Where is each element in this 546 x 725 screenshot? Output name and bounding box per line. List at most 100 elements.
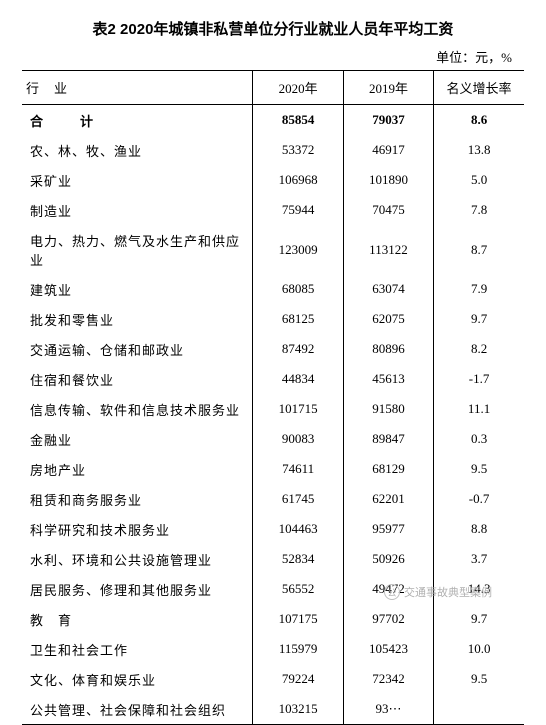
row-growth: 10.0 <box>434 634 524 664</box>
total-label: 合 计 <box>22 105 253 136</box>
unit-label: 单位：元，% <box>22 47 524 66</box>
row-growth: 7.8 <box>434 195 524 225</box>
table-row: 租赁和商务服务业6174562201-0.7 <box>22 484 524 514</box>
row-growth: 11.1 <box>434 394 524 424</box>
watermark: 公 交通事故典型案例 <box>384 584 492 600</box>
row-growth: -1.7 <box>434 364 524 394</box>
row-growth: 9.7 <box>434 604 524 634</box>
row-2019: 50926 <box>343 544 433 574</box>
row-2020: 79224 <box>253 664 343 694</box>
row-2019: 101890 <box>343 165 433 195</box>
table-row: 信息传输、软件和信息技术服务业1017159158011.1 <box>22 394 524 424</box>
table-row: 水利、环境和公共设施管理业52834509263.7 <box>22 544 524 574</box>
row-growth: 5.0 <box>434 165 524 195</box>
row-growth: 8.7 <box>434 225 524 274</box>
row-label: 建筑业 <box>22 274 253 304</box>
total-row: 合 计 85854 79037 8.6 <box>22 105 524 136</box>
table-row: 房地产业74611681299.5 <box>22 454 524 484</box>
table-row: 电力、热力、燃气及水生产和供应业1230091131228.7 <box>22 225 524 274</box>
total-2019: 79037 <box>343 105 433 136</box>
row-2019: 93⋯ <box>343 694 433 725</box>
table-row: 教 育107175977029.7 <box>22 604 524 634</box>
row-growth: 9.5 <box>434 454 524 484</box>
row-2020: 115979 <box>253 634 343 664</box>
row-label: 居民服务、修理和其他服务业 <box>22 574 253 604</box>
wage-table: 行 业 2020年 2019年 名义增长率 合 计 85854 79037 8.… <box>22 70 524 725</box>
total-growth: 8.6 <box>434 105 524 136</box>
row-label: 农、林、牧、渔业 <box>22 135 253 165</box>
table-row: 住宿和餐饮业4483445613-1.7 <box>22 364 524 394</box>
row-2019: 70475 <box>343 195 433 225</box>
table-row: 文化、体育和娱乐业79224723429.5 <box>22 664 524 694</box>
row-2020: 87492 <box>253 334 343 364</box>
table-row: 金融业90083898470.3 <box>22 424 524 454</box>
row-2020: 74611 <box>253 454 343 484</box>
table-row: 公共管理、社会保障和社会组织10321593⋯ <box>22 694 524 725</box>
row-2019: 45613 <box>343 364 433 394</box>
row-2020: 44834 <box>253 364 343 394</box>
row-2019: 63074 <box>343 274 433 304</box>
row-growth: 3.7 <box>434 544 524 574</box>
row-label: 教 育 <box>22 604 253 634</box>
row-label: 采矿业 <box>22 165 253 195</box>
table-row: 科学研究和技术服务业104463959778.8 <box>22 514 524 544</box>
row-growth: 8.2 <box>434 334 524 364</box>
row-2019: 113122 <box>343 225 433 274</box>
table-row: 制造业75944704757.8 <box>22 195 524 225</box>
row-label: 房地产业 <box>22 454 253 484</box>
row-label: 文化、体育和娱乐业 <box>22 664 253 694</box>
row-2019: 105423 <box>343 634 433 664</box>
header-row: 行 业 2020年 2019年 名义增长率 <box>22 71 524 105</box>
watermark-text: 交通事故典型案例 <box>404 584 492 600</box>
row-2020: 53372 <box>253 135 343 165</box>
row-label: 制造业 <box>22 195 253 225</box>
row-label: 公共管理、社会保障和社会组织 <box>22 694 253 725</box>
row-2020: 103215 <box>253 694 343 725</box>
row-growth <box>434 694 524 725</box>
row-label: 电力、热力、燃气及水生产和供应业 <box>22 225 253 274</box>
header-industry: 行 业 <box>22 71 253 105</box>
row-growth: 9.5 <box>434 664 524 694</box>
row-label: 金融业 <box>22 424 253 454</box>
row-label: 批发和零售业 <box>22 304 253 334</box>
row-growth: 8.8 <box>434 514 524 544</box>
row-growth: 9.7 <box>434 304 524 334</box>
table-row: 建筑业68085630747.9 <box>22 274 524 304</box>
row-2020: 75944 <box>253 195 343 225</box>
row-2020: 101715 <box>253 394 343 424</box>
row-growth: 0.3 <box>434 424 524 454</box>
total-2020: 85854 <box>253 105 343 136</box>
row-2019: 72342 <box>343 664 433 694</box>
row-2019: 68129 <box>343 454 433 484</box>
row-2019: 62201 <box>343 484 433 514</box>
row-label: 水利、环境和公共设施管理业 <box>22 544 253 574</box>
row-label: 科学研究和技术服务业 <box>22 514 253 544</box>
row-2019: 89847 <box>343 424 433 454</box>
row-2019: 97702 <box>343 604 433 634</box>
table-row: 卫生和社会工作11597910542310.0 <box>22 634 524 664</box>
row-2020: 68085 <box>253 274 343 304</box>
row-2020: 52834 <box>253 544 343 574</box>
row-2020: 61745 <box>253 484 343 514</box>
header-2019: 2019年 <box>343 71 433 105</box>
row-label: 信息传输、软件和信息技术服务业 <box>22 394 253 424</box>
row-2020: 104463 <box>253 514 343 544</box>
watermark-icon: 公 <box>384 584 400 600</box>
header-growth: 名义增长率 <box>434 71 524 105</box>
row-2020: 123009 <box>253 225 343 274</box>
row-label: 住宿和餐饮业 <box>22 364 253 394</box>
row-2020: 68125 <box>253 304 343 334</box>
row-growth: 7.9 <box>434 274 524 304</box>
table-row: 采矿业1069681018905.0 <box>22 165 524 195</box>
row-2019: 91580 <box>343 394 433 424</box>
row-2020: 107175 <box>253 604 343 634</box>
row-label: 卫生和社会工作 <box>22 634 253 664</box>
row-2020: 106968 <box>253 165 343 195</box>
row-label: 租赁和商务服务业 <box>22 484 253 514</box>
row-2020: 90083 <box>253 424 343 454</box>
row-2019: 80896 <box>343 334 433 364</box>
table-title: 表2 2020年城镇非私营单位分行业就业人员年平均工资 <box>22 18 524 39</box>
table-row: 批发和零售业68125620759.7 <box>22 304 524 334</box>
table-row: 交通运输、仓储和邮政业87492808968.2 <box>22 334 524 364</box>
row-label: 交通运输、仓储和邮政业 <box>22 334 253 364</box>
